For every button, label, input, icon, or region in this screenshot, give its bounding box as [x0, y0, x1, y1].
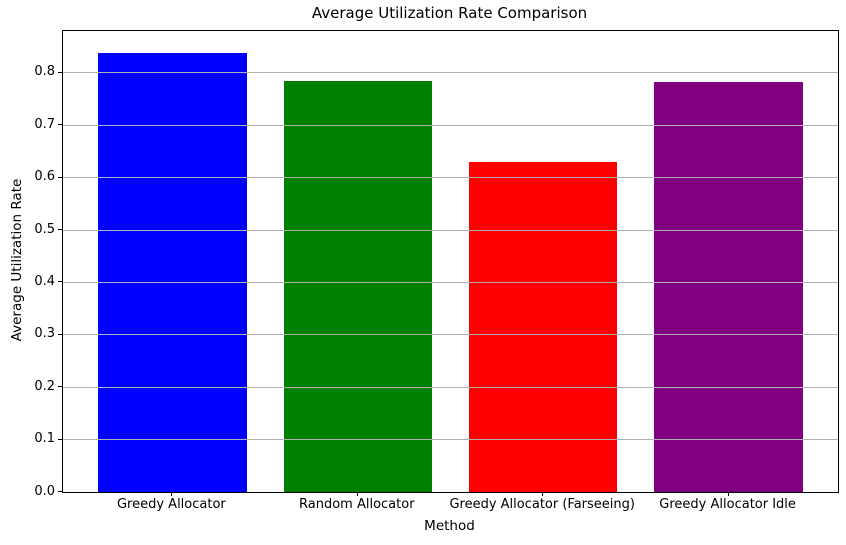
y-tick-mark — [58, 281, 62, 283]
y-tick-mark — [58, 438, 62, 440]
y-tick-mark — [58, 491, 62, 492]
y-tick-label: 0.2 — [34, 378, 55, 394]
bar-greedy-allocator — [98, 53, 247, 492]
x-tick-label: Random Allocator — [299, 497, 415, 512]
y-tick-mark — [58, 333, 62, 335]
chart-title: Average Utilization Rate Comparison — [311, 4, 588, 22]
gridline — [63, 334, 838, 336]
y-tick-mark — [58, 176, 62, 178]
y-tick-label: 0.5 — [34, 221, 55, 237]
x-tick-mark — [171, 492, 173, 496]
x-tick-label: Greedy Allocator — [116, 497, 226, 512]
bar-random-allocator — [283, 81, 432, 492]
gridline — [63, 386, 838, 388]
x-axis-label: Method — [424, 518, 475, 534]
bar-greedy-allocator-farseeing — [469, 161, 618, 492]
x-tick-label: Greedy Allocator (Farseeing) — [449, 497, 635, 512]
y-tick-label: 0.3 — [34, 326, 55, 342]
gridline — [63, 72, 838, 74]
gridline — [63, 229, 838, 231]
gridline — [63, 124, 838, 126]
plot-area — [62, 30, 839, 493]
bar-greedy-allocator-idle — [654, 82, 803, 492]
y-tick-mark — [58, 229, 62, 231]
y-tick-mark — [58, 124, 62, 126]
y-axis-label: Average Utilization Rate — [9, 178, 25, 342]
x-tick-mark — [727, 492, 729, 496]
y-tick-label: 0.8 — [34, 64, 55, 80]
x-tick-mark — [356, 492, 358, 496]
y-tick-mark — [58, 386, 62, 388]
y-tick-mark — [58, 71, 62, 73]
y-tick-label: 0.1 — [34, 431, 55, 447]
y-tick-label: 0.0 — [34, 483, 55, 499]
y-tick-label: 0.6 — [34, 169, 55, 185]
gridline — [63, 439, 838, 441]
y-tick-label: 0.4 — [34, 273, 55, 289]
x-tick-label: Greedy Allocator Idle — [659, 497, 796, 512]
y-tick-label: 0.7 — [34, 116, 55, 132]
gridline — [63, 281, 838, 283]
x-tick-mark — [542, 492, 544, 496]
gridline — [63, 177, 838, 179]
